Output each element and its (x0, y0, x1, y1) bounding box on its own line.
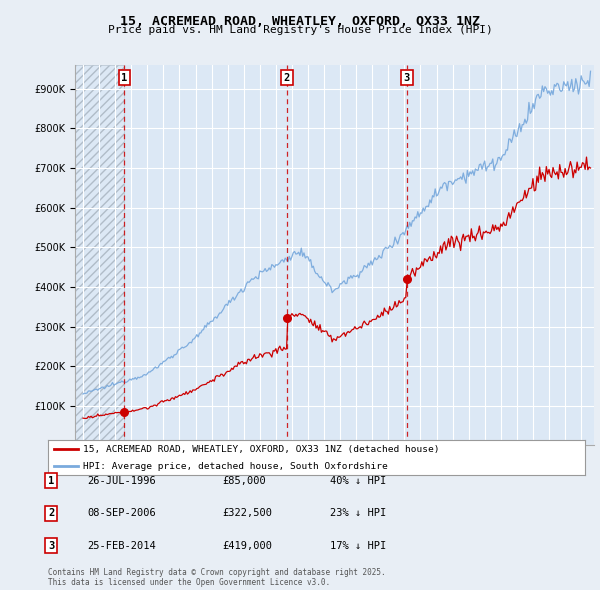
Text: 40% ↓ HPI: 40% ↓ HPI (330, 476, 386, 486)
Text: HPI: Average price, detached house, South Oxfordshire: HPI: Average price, detached house, Sout… (83, 461, 388, 471)
Text: Contains HM Land Registry data © Crown copyright and database right 2025.
This d: Contains HM Land Registry data © Crown c… (48, 568, 386, 587)
Text: 26-JUL-1996: 26-JUL-1996 (87, 476, 156, 486)
Text: 08-SEP-2006: 08-SEP-2006 (87, 509, 156, 518)
Text: £419,000: £419,000 (222, 541, 272, 550)
Text: 15, ACREMEAD ROAD, WHEATLEY, OXFORD, OX33 1NZ (detached house): 15, ACREMEAD ROAD, WHEATLEY, OXFORD, OX3… (83, 445, 439, 454)
Text: 17% ↓ HPI: 17% ↓ HPI (330, 541, 386, 550)
Text: £85,000: £85,000 (222, 476, 266, 486)
Text: 25-FEB-2014: 25-FEB-2014 (87, 541, 156, 550)
Text: 15, ACREMEAD ROAD, WHEATLEY, OXFORD, OX33 1NZ: 15, ACREMEAD ROAD, WHEATLEY, OXFORD, OX3… (120, 15, 480, 28)
Text: Price paid vs. HM Land Registry's House Price Index (HPI): Price paid vs. HM Land Registry's House … (107, 25, 493, 35)
Text: 3: 3 (404, 73, 410, 83)
Text: 2: 2 (48, 509, 54, 518)
Polygon shape (75, 65, 124, 445)
Text: 1: 1 (48, 476, 54, 486)
Text: 23% ↓ HPI: 23% ↓ HPI (330, 509, 386, 518)
Text: £322,500: £322,500 (222, 509, 272, 518)
Text: 1: 1 (121, 73, 127, 83)
Text: 3: 3 (48, 541, 54, 550)
Text: 2: 2 (284, 73, 290, 83)
